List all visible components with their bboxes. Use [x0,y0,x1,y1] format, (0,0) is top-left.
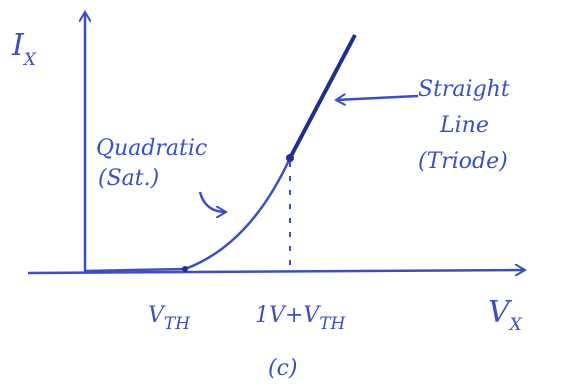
annotation: (Triode) [418,149,508,174]
label-sub: TH [319,314,346,334]
page: IX VX VTH 1V+VTH Straight Line (Triode) … [0,0,580,392]
label-main: 1V+V [255,303,321,328]
annotation: (Sat.) [98,166,159,191]
label-sub: X [508,315,523,335]
vov-label: 1V+VTH [255,303,347,334]
annotation: Straight [418,77,510,102]
sat-arrow [200,192,226,212]
label-sub: X [22,50,37,70]
y-axis-label: IX [11,28,37,70]
x-axis-label: VX [488,295,523,335]
triode-arrow [336,96,418,100]
linear-segment [290,35,355,158]
threshold-point [182,266,188,272]
transition-point [286,154,294,162]
vth-label: VTH [148,303,191,334]
label-sub: TH [164,314,191,334]
caption: (c) [268,356,298,381]
annotation: Quadratic [96,136,207,161]
annotation: Line [439,113,489,138]
diagram: IX VX VTH 1V+VTH Straight Line (Triode) … [0,0,580,392]
